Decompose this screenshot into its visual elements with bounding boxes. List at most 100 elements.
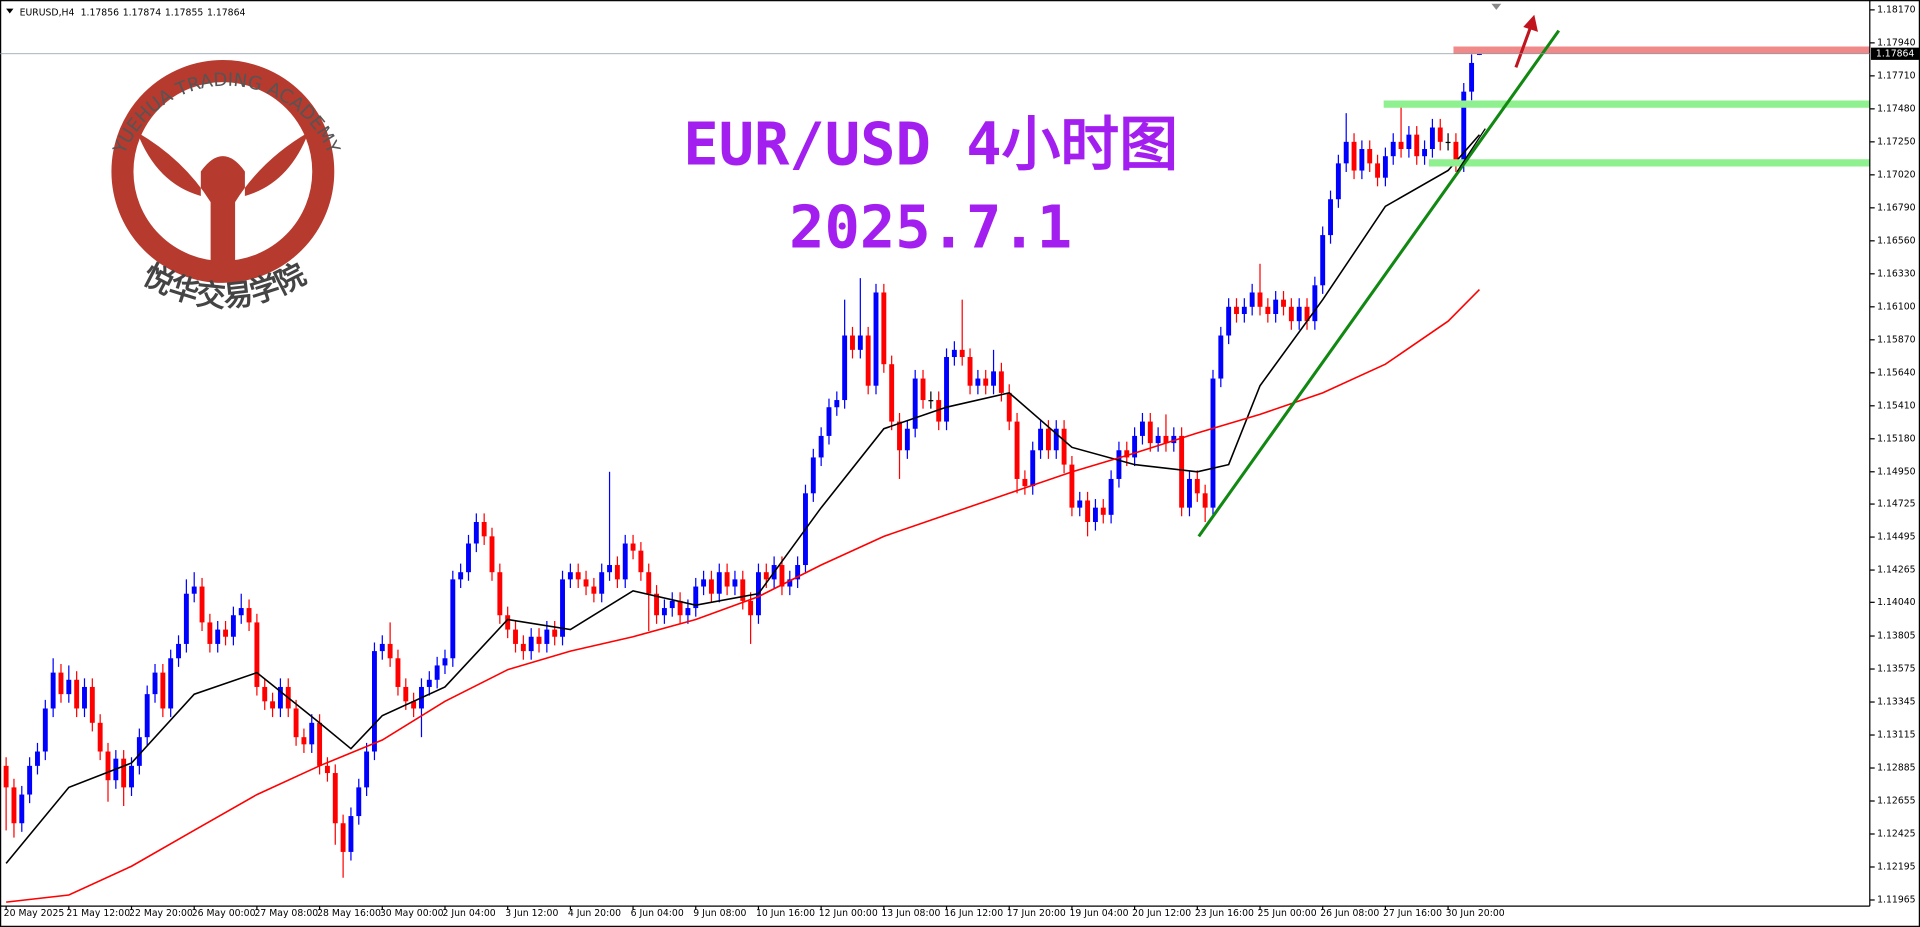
x-tick-label: 16 Jun 12:00 (944, 908, 1003, 919)
candle-body (11, 787, 17, 824)
candle-body (183, 593, 189, 644)
candle-body (1140, 421, 1145, 436)
candle-body (262, 686, 268, 702)
arrow-head (1523, 14, 1538, 32)
candle-body (873, 292, 879, 386)
trend-line-short (1456, 128, 1486, 172)
symbol: EURUSD,H4 (20, 7, 75, 18)
candle-body (724, 572, 730, 587)
candle-body (1132, 435, 1138, 458)
y-tick-label: 1.16330 (1877, 268, 1916, 279)
candle-body (654, 593, 660, 616)
candle-body (1422, 149, 1428, 157)
candle-body (732, 579, 738, 587)
x-tick-label: 10 Jun 16:00 (756, 908, 815, 919)
candle-body (818, 435, 824, 458)
candle-body (473, 521, 479, 544)
candle-body (317, 722, 323, 766)
candle-body (1069, 464, 1075, 508)
candle-body (1281, 299, 1286, 307)
candle-body (1406, 134, 1412, 150)
candle-body (1022, 478, 1028, 487)
candle-body (35, 751, 40, 766)
y-tick-label: 1.12195 (1877, 861, 1916, 872)
candle-body (1108, 478, 1114, 515)
current-price-label: 1.17864 (1876, 48, 1915, 59)
candle-body (1359, 149, 1365, 171)
candle-body (1257, 292, 1263, 307)
candle-body (693, 586, 699, 609)
candle-body (1218, 335, 1224, 379)
candle-body (348, 816, 354, 852)
y-tick-label: 1.12655 (1877, 796, 1916, 807)
candle-body (669, 600, 675, 609)
candle-body (1437, 127, 1443, 142)
candle-body (520, 643, 526, 652)
candle-body (97, 722, 103, 752)
candle-body (1335, 163, 1341, 200)
candle-body (787, 579, 793, 587)
candle-body (340, 823, 346, 852)
candle-body (3, 765, 9, 788)
candle-body (1273, 299, 1279, 314)
candle-body (740, 579, 746, 601)
moving-average (6, 289, 1480, 903)
candle-body (614, 565, 620, 580)
candle-body (622, 543, 628, 580)
x-tick-label: 30 Jun 20:00 (1446, 908, 1505, 919)
candle-body (1375, 163, 1380, 178)
candle-body (324, 765, 330, 774)
y-tick-label: 1.14950 (1877, 466, 1916, 477)
candle-body (1030, 450, 1036, 487)
candle-body (129, 765, 134, 788)
candle-body (27, 765, 33, 795)
candle-body (1453, 141, 1459, 164)
candle-body (1045, 428, 1051, 451)
header-close: 1.17864 (207, 7, 246, 18)
candle-body (928, 400, 934, 402)
x-tick-label: 6 Jun 04:00 (631, 908, 684, 919)
candle-body (121, 758, 127, 788)
x-tick-label: 17 Jun 20:00 (1007, 908, 1066, 919)
candle-body (865, 335, 871, 386)
candle-body (1265, 306, 1271, 314)
candle-body (238, 608, 244, 616)
x-tick-label: 25 Jun 00:00 (1258, 908, 1317, 919)
y-tick-label: 1.15180 (1877, 433, 1916, 444)
candle-body (528, 636, 534, 652)
candle-body (497, 572, 503, 616)
candle-body (1171, 435, 1177, 444)
candle-body (50, 672, 56, 709)
candle-body (136, 737, 142, 766)
candle-body (897, 421, 902, 451)
y-tick-label: 1.17020 (1877, 169, 1916, 180)
x-tick-label: 30 May 00:00 (380, 908, 444, 919)
candle-body (19, 794, 25, 824)
y-tick-label: 1.17940 (1877, 37, 1916, 48)
chart-title: EUR/USD 4小时图 (683, 109, 1178, 178)
candle-body (959, 349, 965, 358)
candle-body (1077, 500, 1083, 508)
candle-body (1445, 141, 1451, 144)
candle-body (889, 364, 895, 422)
candle-body (748, 600, 754, 616)
candle-body (1398, 141, 1404, 150)
candle-body (912, 378, 918, 429)
candle-body (1288, 306, 1294, 322)
candle-body (254, 622, 260, 687)
arrow-shaft (1514, 26, 1533, 68)
candle-body (207, 622, 213, 644)
candle-body (638, 550, 644, 573)
candle-body (857, 335, 863, 350)
candle-body (215, 629, 221, 644)
candle-body (1429, 127, 1435, 150)
candle-body (1476, 53, 1482, 55)
candle-body (152, 672, 158, 695)
current-price-box (1871, 47, 1920, 60)
candle-body (575, 572, 581, 580)
x-tick-label: 28 May 16:00 (317, 908, 381, 919)
candle-body (450, 579, 456, 659)
x-tick-label: 26 Jun 08:00 (1320, 908, 1379, 919)
